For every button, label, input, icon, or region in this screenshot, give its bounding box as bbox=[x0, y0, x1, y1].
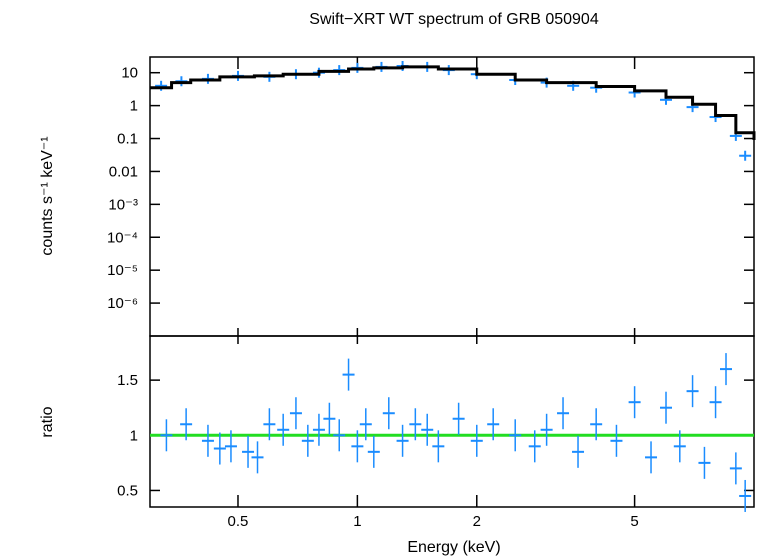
top-y-tick-label-6: 10⁻⁵ bbox=[107, 262, 138, 279]
x-axis-label: Energy (keV) bbox=[407, 539, 500, 556]
x-axis: 0.5 1 2 5 bbox=[228, 57, 639, 530]
top-y-axis: 10 1 0.1 0.01 10⁻³ 10⁻⁴ 10⁻⁵ 10⁻⁶ bbox=[107, 65, 754, 312]
bottom-y-tick-label-0: 1.5 bbox=[117, 372, 138, 389]
top-y-axis-label: counts s⁻¹ keV⁻¹ bbox=[39, 136, 56, 255]
bottom-y-tick-label-1: 1 bbox=[130, 427, 138, 444]
top-y-tick-label-7: 10⁻⁶ bbox=[107, 295, 138, 312]
top-y-tick-label-3: 0.01 bbox=[109, 163, 138, 180]
x-tick-label-2: 2 bbox=[473, 513, 481, 530]
bottom-y-axis-label: ratio bbox=[39, 406, 56, 437]
bottom-panel-frame bbox=[149, 335, 755, 508]
top-y-tick-label-0: 10 bbox=[121, 65, 138, 82]
x-tick-label-3: 5 bbox=[630, 513, 638, 530]
bottom-y-tick-label-2: 0.5 bbox=[117, 482, 138, 499]
model-curve bbox=[150, 65, 756, 141]
top-y-tick-label-1: 1 bbox=[130, 98, 138, 115]
ratio-points bbox=[160, 353, 752, 512]
top-y-tick-label-2: 0.1 bbox=[117, 131, 138, 148]
x-tick-label-1: 1 bbox=[353, 513, 361, 530]
top-y-tick-label-5: 10⁻⁴ bbox=[107, 229, 138, 246]
chart-title: Swift−XRT WT spectrum of GRB 050904 bbox=[309, 11, 599, 28]
top-y-tick-label-4: 10⁻³ bbox=[108, 196, 138, 213]
x-tick-label-0: 0.5 bbox=[228, 513, 249, 530]
